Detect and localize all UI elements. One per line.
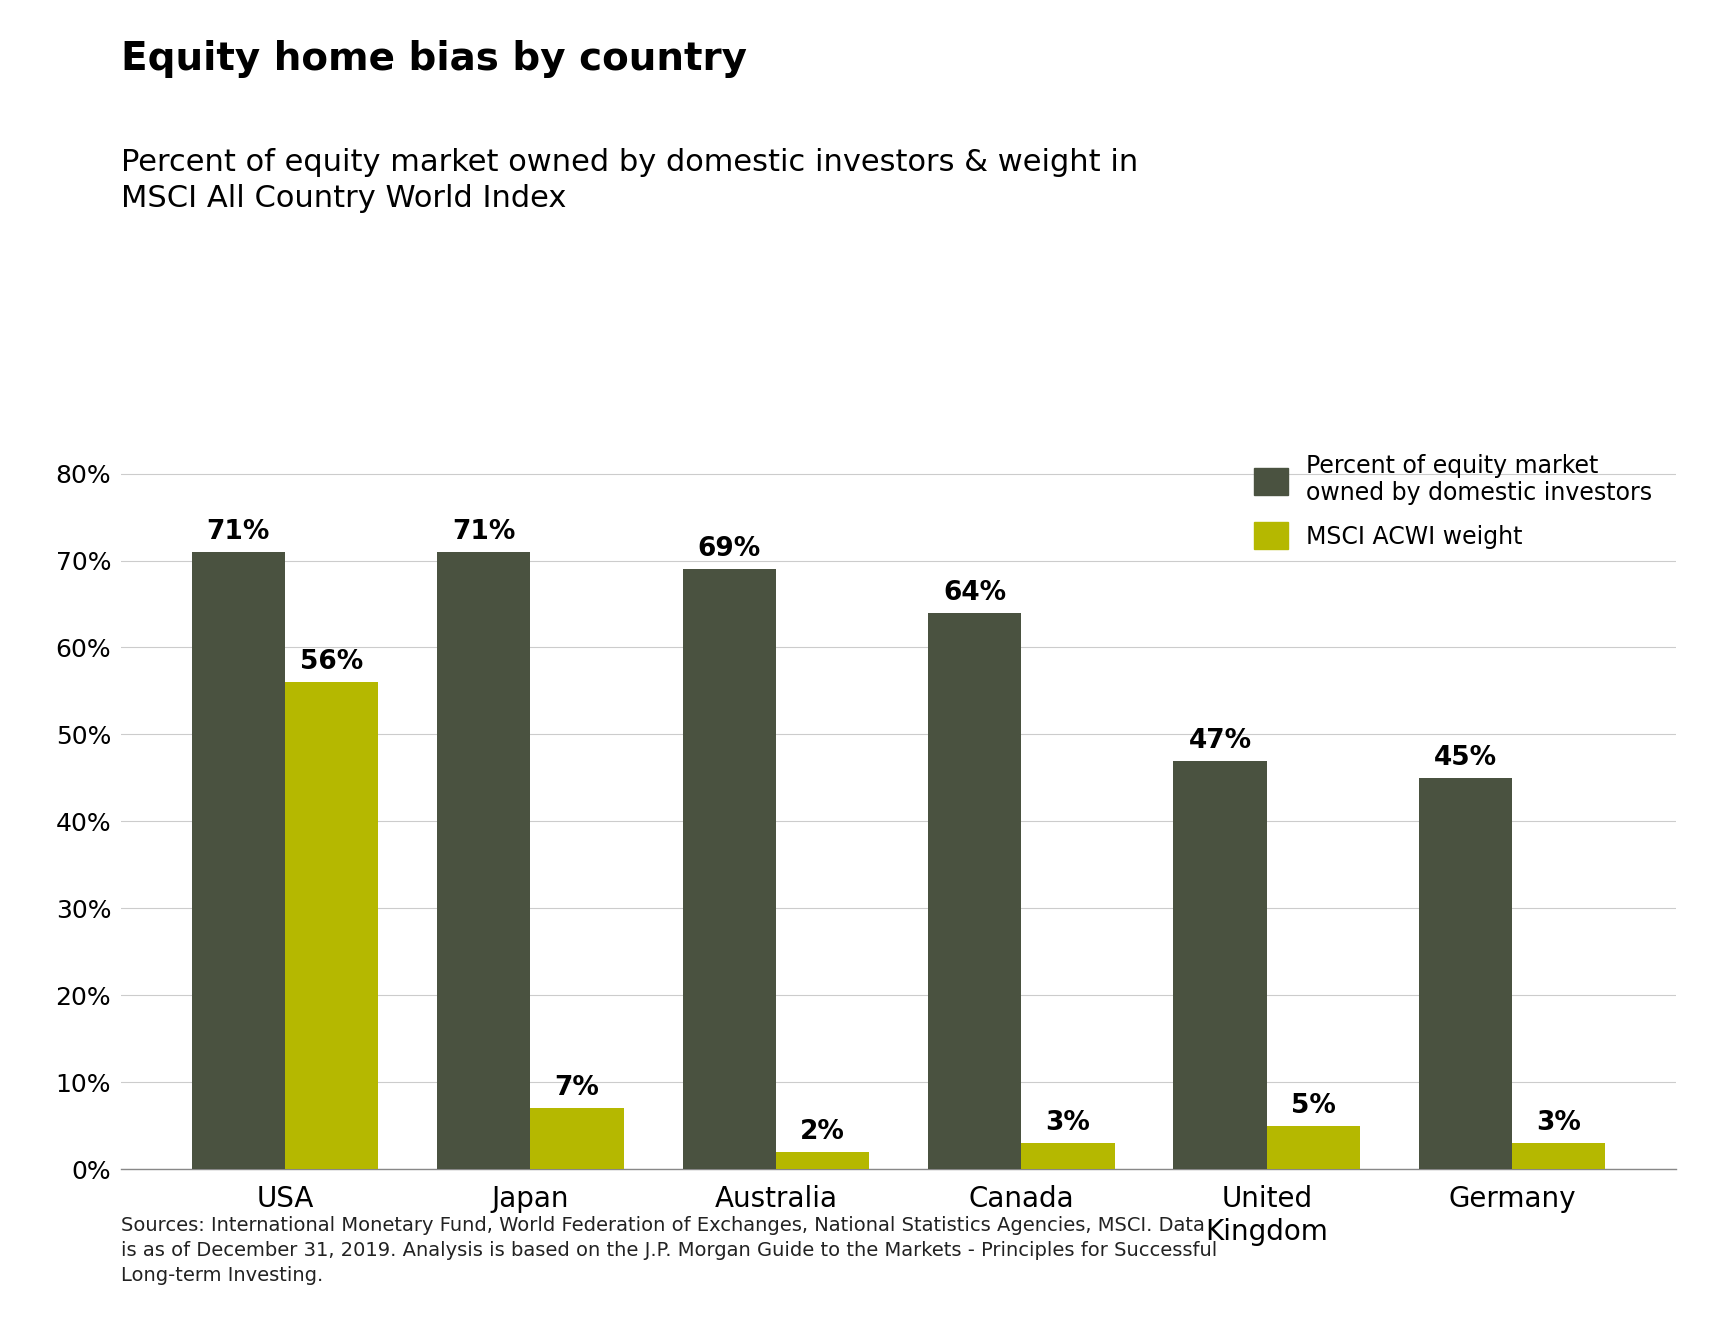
Text: 3%: 3% (1536, 1110, 1581, 1136)
Bar (285, 683, 378, 1169)
Text: 45%: 45% (1434, 745, 1496, 771)
Text: 64%: 64% (943, 579, 1006, 606)
Bar (192, 552, 285, 1169)
Bar (1419, 778, 1512, 1169)
Text: 56%: 56% (301, 649, 363, 675)
Legend: Percent of equity market
owned by domestic investors, MSCI ACWI weight: Percent of equity market owned by domest… (1242, 442, 1664, 560)
Text: 71%: 71% (207, 519, 270, 544)
Bar (683, 570, 776, 1169)
Text: 5%: 5% (1291, 1093, 1336, 1118)
Bar (437, 552, 530, 1169)
Bar (1021, 1144, 1115, 1169)
Text: 3%: 3% (1045, 1110, 1090, 1136)
Bar (1512, 1144, 1605, 1169)
Text: 2%: 2% (800, 1120, 845, 1145)
Text: 69%: 69% (698, 536, 760, 562)
Text: Equity home bias by country: Equity home bias by country (121, 40, 746, 78)
Text: Percent of equity market owned by domestic investors & weight in
MSCI All Countr: Percent of equity market owned by domest… (121, 148, 1139, 212)
Bar (1267, 1126, 1360, 1169)
Text: Sources: International Monetary Fund, World Federation of Exchanges, National St: Sources: International Monetary Fund, Wo… (121, 1216, 1217, 1285)
Text: 7%: 7% (555, 1075, 600, 1102)
Bar (928, 613, 1021, 1169)
Bar (1173, 761, 1267, 1169)
Text: 47%: 47% (1189, 727, 1251, 754)
Bar (530, 1109, 624, 1169)
Bar (776, 1152, 869, 1169)
Text: 71%: 71% (453, 519, 515, 544)
